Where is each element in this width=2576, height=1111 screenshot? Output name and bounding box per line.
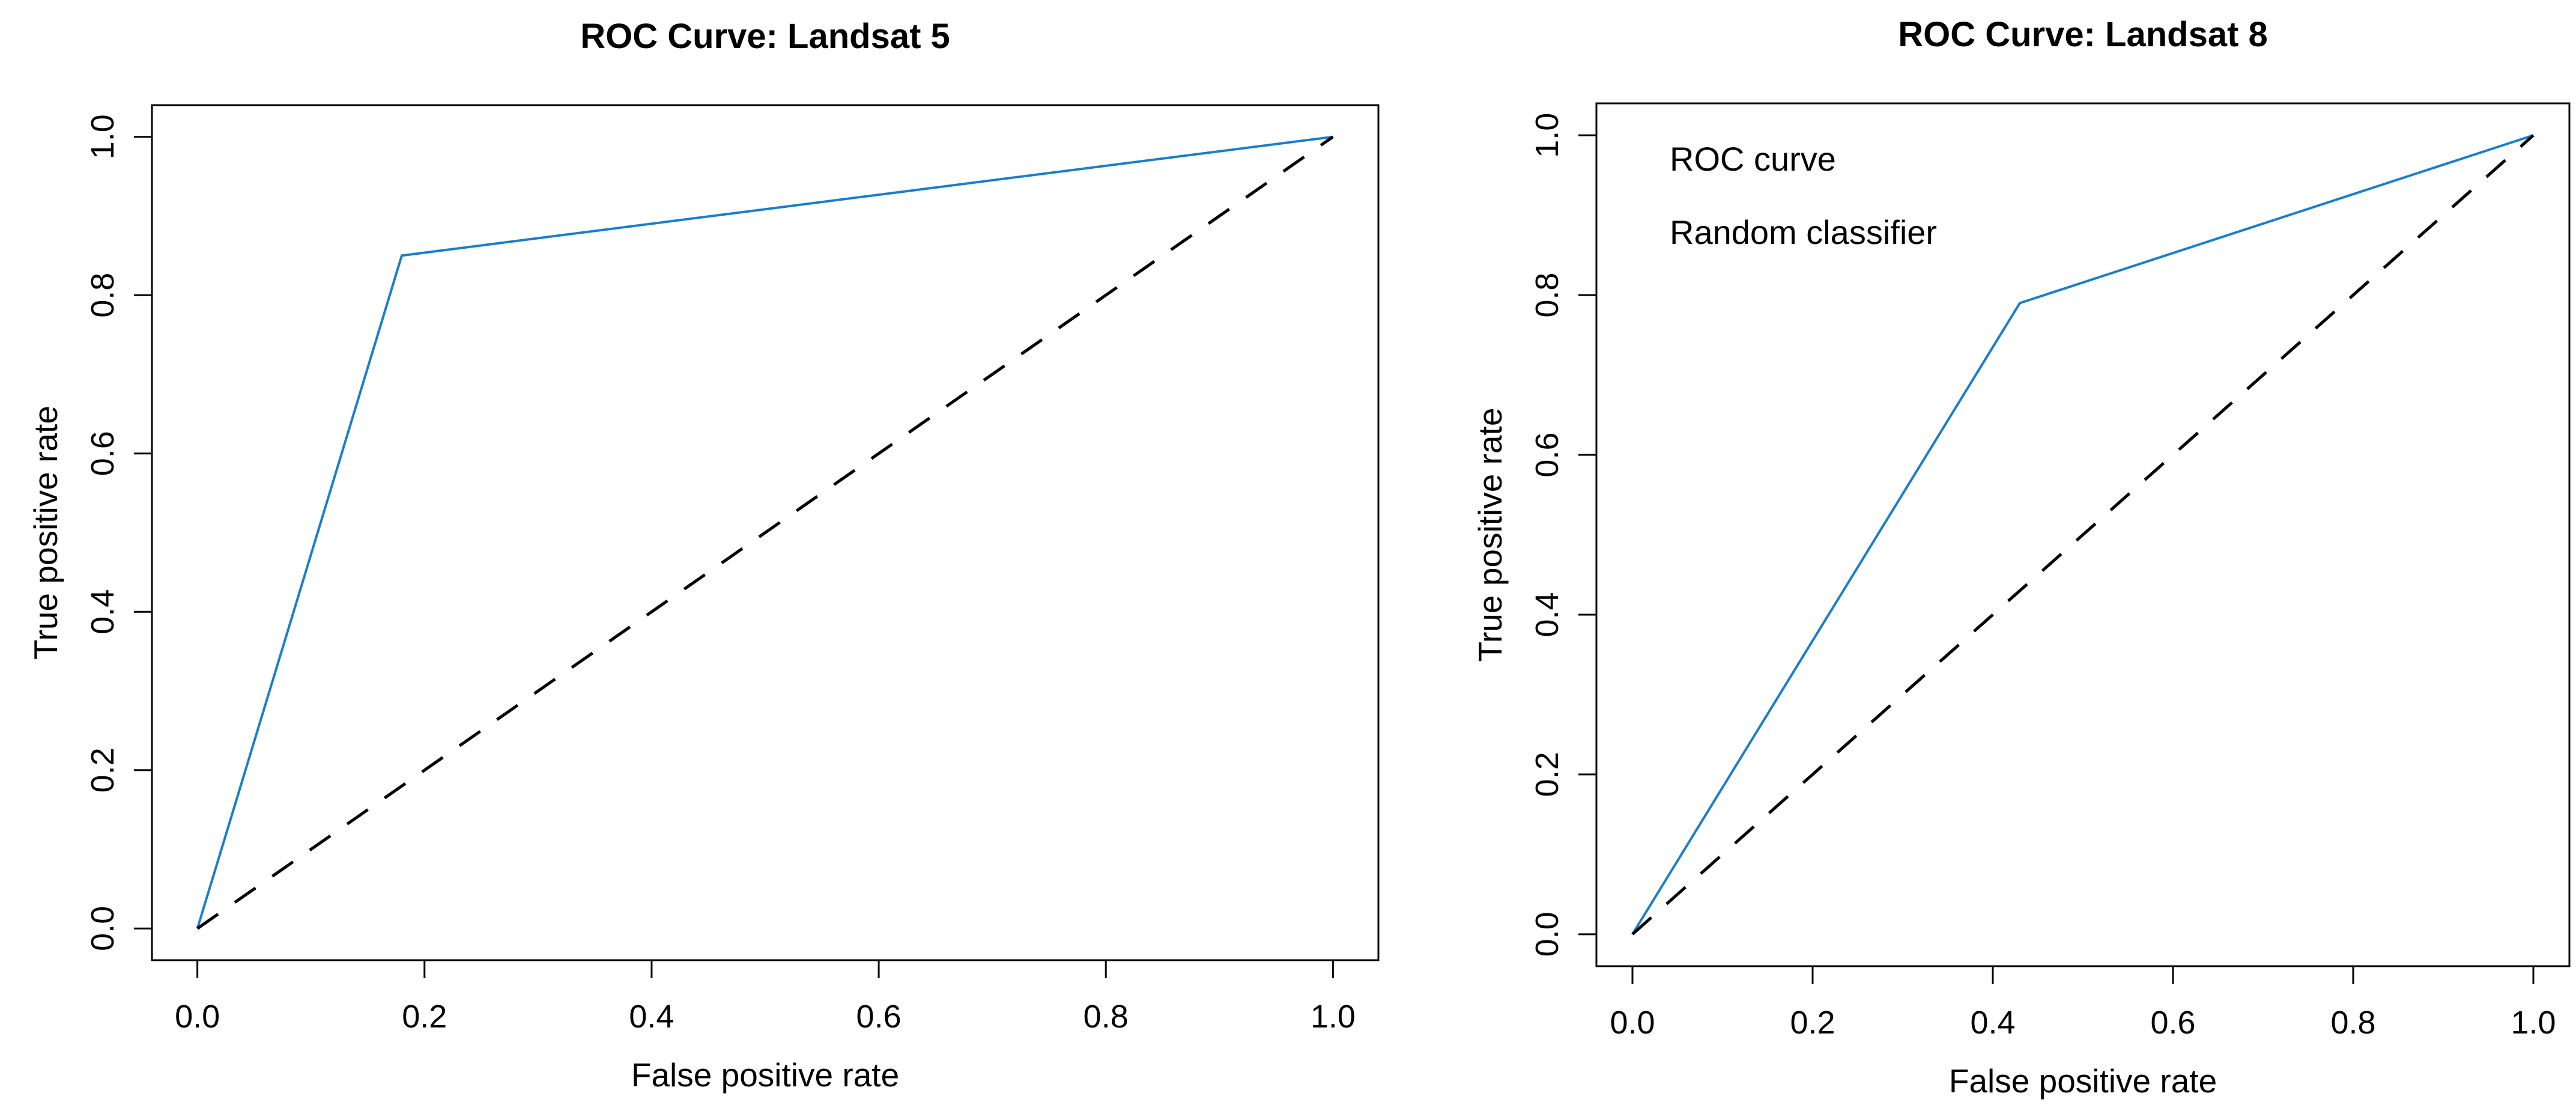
y-tick-label: 0.2 [1529, 752, 1565, 797]
y-tick-label: 0.8 [85, 273, 121, 318]
y-tick-label: 0.6 [1529, 432, 1565, 477]
y-tick-label: 0.4 [85, 589, 121, 635]
x-tick-label: 0.8 [2330, 1005, 2375, 1041]
x-axis-label: False positive rate [631, 1056, 899, 1094]
x-tick-label: 0.4 [629, 999, 674, 1035]
x-tick-label: 0.4 [1970, 1005, 2015, 1041]
x-tick-label: 0.6 [2150, 1005, 2195, 1041]
x-tick-label: 0.6 [856, 999, 902, 1035]
x-tick-label: 0.8 [1083, 999, 1129, 1035]
x-tick-label: 0.0 [175, 999, 220, 1035]
y-tick-label: 0.0 [85, 906, 121, 951]
random-classifier-line [1631, 134, 2535, 936]
x-axis-label: False positive rate [1949, 1062, 2217, 1100]
y-tick-label: 0.6 [85, 431, 121, 476]
plot-box [151, 104, 1380, 961]
y-tick-label: 0.8 [1529, 273, 1565, 318]
plot-box [1595, 102, 2571, 967]
y-tick-label: 1.0 [85, 114, 121, 159]
x-tick-label: 1.0 [2511, 1005, 2556, 1041]
roc-curve-line [1631, 134, 2534, 935]
y-tick-label: 1.0 [1529, 113, 1565, 158]
x-tick-label: 0.0 [1610, 1005, 1655, 1041]
roc-curve-line [196, 135, 1333, 929]
y-tick-label: 0.4 [1529, 592, 1565, 637]
y-tick-label: 0.0 [1529, 912, 1565, 957]
chart-title: ROC Curve: Landsat 5 [580, 17, 950, 56]
x-tick-label: 0.2 [1790, 1005, 1835, 1041]
x-tick-label: 0.2 [402, 999, 447, 1035]
y-axis-label: True positive rate [1471, 408, 1509, 662]
random-classifier-line [196, 135, 1334, 930]
y-tick-label: 0.2 [85, 747, 121, 793]
legend-entry-roc-curve: ROC curve [1670, 140, 1836, 178]
x-tick-label: 1.0 [1311, 999, 1356, 1035]
chart-title: ROC Curve: Landsat 8 [1898, 15, 2268, 54]
y-axis-label: True positive rate [27, 406, 64, 660]
legend-entry-random-classifier: Random classifier [1670, 213, 1937, 251]
